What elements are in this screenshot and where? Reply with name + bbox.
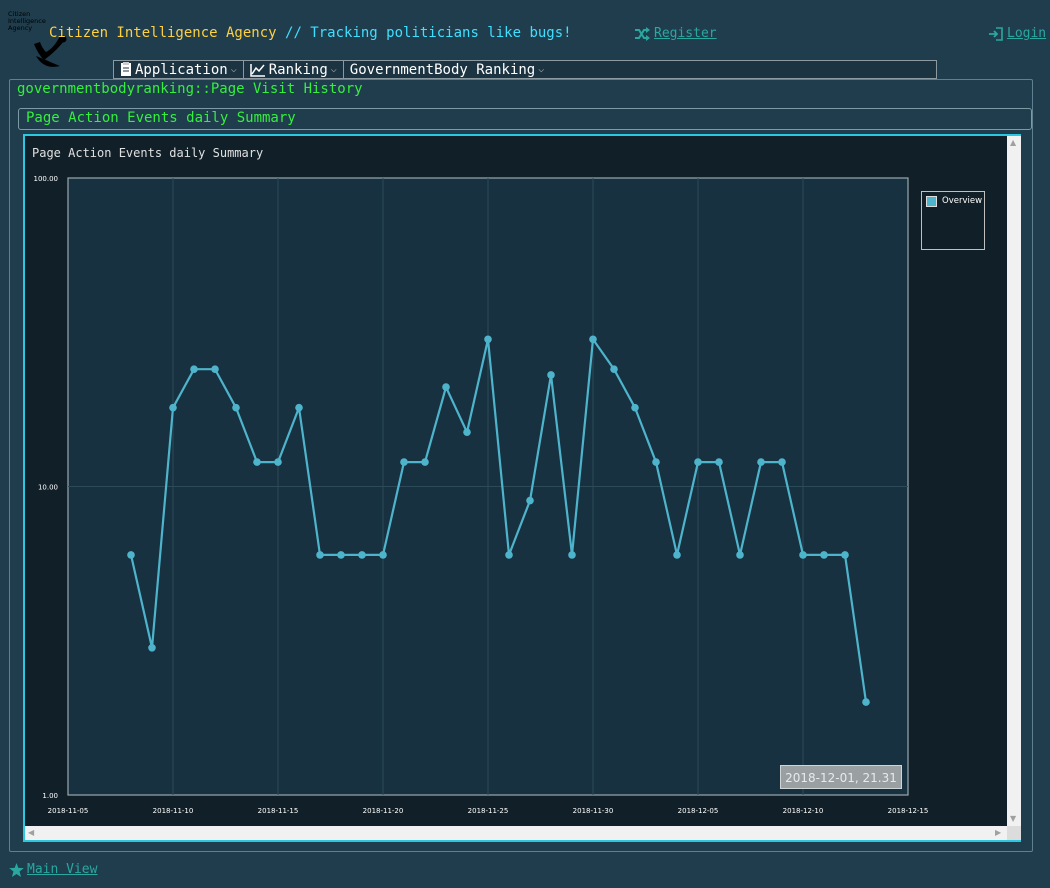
- data-point[interactable]: [316, 551, 324, 559]
- data-point[interactable]: [421, 458, 429, 466]
- chart-legend: Overview: [921, 191, 985, 250]
- data-point[interactable]: [778, 458, 786, 466]
- data-point[interactable]: [379, 551, 387, 559]
- chevron-down-icon: ⌵: [538, 64, 545, 75]
- data-point[interactable]: [862, 698, 870, 706]
- data-point[interactable]: [631, 403, 639, 412]
- file-icon: [121, 62, 131, 76]
- y-tick-label: 1.00: [42, 792, 58, 800]
- data-point[interactable]: [295, 403, 303, 412]
- data-point[interactable]: [463, 428, 471, 437]
- data-point[interactable]: [169, 403, 177, 412]
- register-label[interactable]: Register: [654, 26, 717, 41]
- menu-item-ranking-label: Ranking: [268, 61, 328, 78]
- data-point[interactable]: [673, 551, 681, 559]
- main-view-label[interactable]: Main View: [27, 862, 98, 877]
- x-tick-label: 2018-12-10: [783, 807, 824, 815]
- data-point[interactable]: [442, 383, 450, 391]
- data-point[interactable]: [505, 551, 513, 559]
- chart-title: Page Action Events daily Summary: [32, 146, 264, 160]
- data-point[interactable]: [211, 365, 219, 373]
- data-point[interactable]: [841, 551, 849, 559]
- menu-item-application[interactable]: Application ⌵: [114, 61, 244, 78]
- legend-swatch-overview: [926, 196, 937, 207]
- data-point[interactable]: [148, 644, 156, 652]
- data-point[interactable]: [526, 496, 534, 505]
- series-line: [129, 336, 868, 703]
- menu-item-ranking[interactable]: Ranking ⌵: [244, 61, 344, 78]
- x-tick-label: 2018-11-10: [153, 807, 194, 815]
- x-tick-label: 2018-11-05: [48, 807, 89, 815]
- register-link[interactable]: Register: [634, 26, 717, 41]
- menu-bar: Application ⌵ Ranking ⌵ GovernmentBody R…: [113, 60, 937, 79]
- chevron-down-icon: ⌵: [230, 64, 237, 75]
- data-point[interactable]: [127, 551, 135, 559]
- x-tick-label: 2018-11-20: [363, 807, 404, 815]
- x-tick-label: 2018-12-05: [678, 807, 719, 815]
- scroll-down-icon[interactable]: ▼: [1010, 814, 1017, 823]
- menu-item-governmentbody-ranking-label: GovernmentBody Ranking: [349, 61, 536, 78]
- data-point[interactable]: [547, 371, 555, 379]
- data-point[interactable]: [337, 551, 345, 559]
- page-title: governmentbodyranking::Page Visit Histor…: [17, 81, 363, 97]
- y-tick-label: 10.00: [38, 484, 58, 492]
- data-point[interactable]: [715, 458, 723, 466]
- sign-in-icon: [989, 26, 1003, 41]
- login-label[interactable]: Login: [1007, 26, 1047, 41]
- site-title-tagline: // Tracking politicians like bugs!: [285, 25, 572, 41]
- vertical-scrollbar[interactable]: ▲ ▼: [1007, 136, 1021, 826]
- chevron-down-icon: ⌵: [330, 64, 337, 75]
- x-tick-label: 2018-11-25: [468, 807, 509, 815]
- site-title-name: Citizen Intelligence Agency: [49, 25, 277, 41]
- data-point[interactable]: [400, 458, 408, 466]
- x-axis-ticks: 2018-11-05 2018-11-10 2018-11-15 2018-11-20…: [48, 807, 929, 815]
- data-point[interactable]: [568, 551, 576, 559]
- data-point[interactable]: [820, 551, 828, 559]
- legend-label-overview: Overview: [942, 196, 983, 206]
- data-point[interactable]: [232, 403, 240, 412]
- data-point[interactable]: [652, 458, 660, 466]
- logo-text: Citizen Intelligence Agency: [8, 10, 46, 32]
- data-point[interactable]: [694, 458, 702, 466]
- x-tick-label: 2018-12-15: [888, 807, 929, 815]
- section-header-panel: [18, 108, 1032, 130]
- section-title: Page Action Events daily Summary: [26, 110, 296, 126]
- star-icon: [9, 862, 24, 877]
- data-point[interactable]: [757, 458, 765, 466]
- horizontal-scrollbar[interactable]: ◀ ▶: [25, 826, 1007, 840]
- scroll-up-icon[interactable]: ▲: [1010, 138, 1017, 147]
- data-point[interactable]: [799, 551, 807, 559]
- main-view-link[interactable]: Main View: [9, 862, 97, 877]
- login-link[interactable]: Login: [988, 26, 1046, 41]
- logo-icon: [34, 35, 67, 67]
- chart-tooltip: 2018-12-01, 21.31: [780, 765, 902, 789]
- scroll-left-icon[interactable]: ◀: [28, 828, 35, 837]
- site-title: Citizen Intelligence Agency // Tracking …: [49, 25, 572, 41]
- data-point[interactable]: [253, 458, 261, 466]
- data-point[interactable]: [190, 365, 198, 373]
- menu-item-application-label: Application: [135, 61, 228, 78]
- grid-lines: [68, 178, 908, 795]
- data-point[interactable]: [736, 551, 744, 559]
- scroll-right-icon[interactable]: ▶: [995, 828, 1002, 837]
- y-axis-ticks: 1.00 10.00 100.00: [34, 175, 59, 800]
- data-point[interactable]: [610, 365, 618, 373]
- menu-item-governmentbody-ranking[interactable]: GovernmentBody Ranking ⌵: [344, 61, 550, 78]
- data-point[interactable]: [358, 551, 366, 559]
- series-overview: [127, 335, 870, 706]
- line-chart-icon: [250, 63, 265, 77]
- data-point[interactable]: [589, 335, 597, 344]
- x-tick-label: 2018-11-30: [573, 807, 614, 815]
- x-tick-label: 2018-11-15: [258, 807, 299, 815]
- data-point[interactable]: [484, 335, 492, 344]
- y-tick-label: 100.00: [34, 175, 59, 183]
- data-point[interactable]: [274, 458, 282, 466]
- shuffle-icon: [635, 26, 650, 41]
- scrollbar-corner: [1007, 826, 1021, 840]
